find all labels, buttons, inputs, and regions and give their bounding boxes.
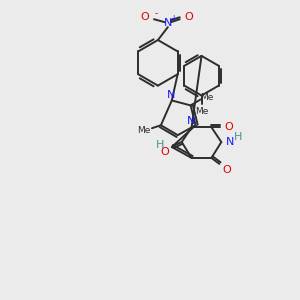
Text: H: H (234, 132, 242, 142)
Text: O: O (224, 122, 233, 132)
Text: O: O (160, 147, 169, 157)
Text: N: N (226, 137, 234, 147)
Text: Me: Me (200, 93, 213, 102)
Text: -: - (154, 9, 158, 18)
Text: O: O (141, 12, 149, 22)
Text: N: N (167, 89, 175, 100)
Text: O: O (184, 12, 193, 22)
Text: +: + (171, 14, 177, 23)
Text: N: N (186, 116, 195, 126)
Text: O: O (222, 165, 231, 175)
Text: Me: Me (195, 107, 208, 116)
Text: N: N (164, 18, 172, 28)
Text: H: H (156, 140, 164, 150)
Text: Me: Me (137, 126, 151, 135)
